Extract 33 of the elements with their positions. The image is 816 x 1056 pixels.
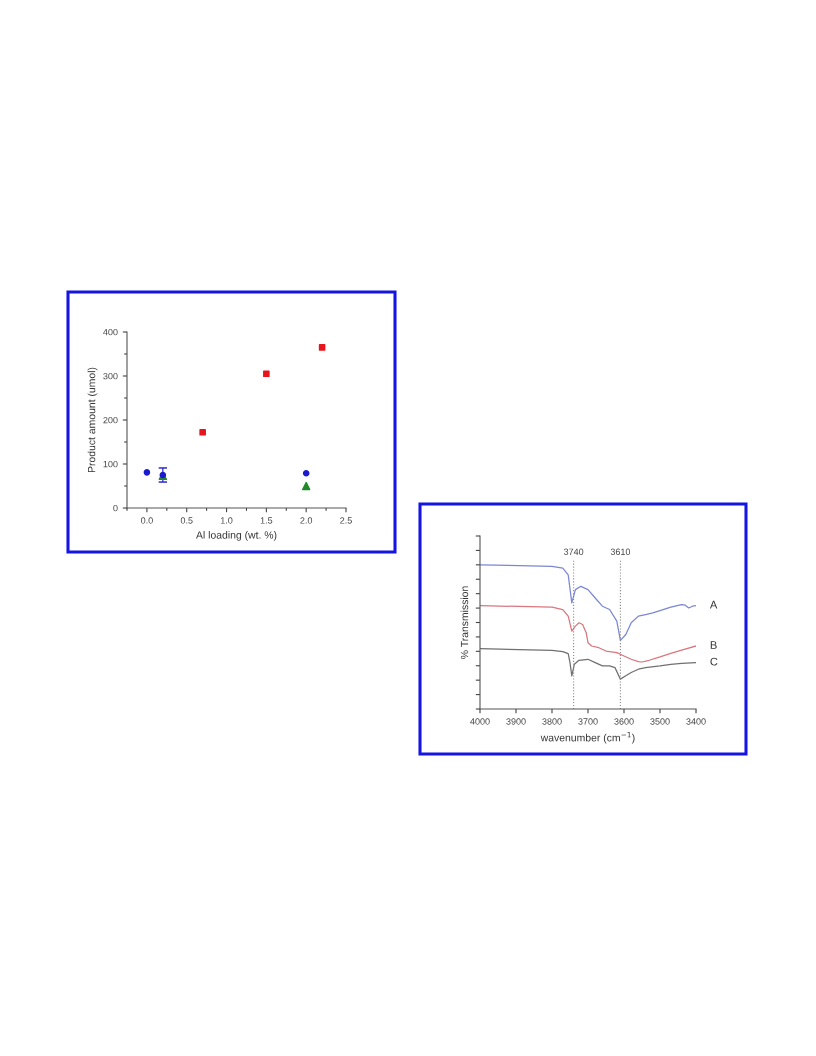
x-axis-title: wavenumber (cm$^{−1}$): [540, 732, 635, 744]
x-tick-label: 2.5: [340, 517, 352, 524]
x-tick-label: 2.0: [300, 517, 313, 524]
x-tick-label: 3400: [686, 718, 706, 725]
x-tick-label: 4000: [470, 718, 490, 725]
series-label: C: [710, 657, 718, 666]
x-tick-label: 3700: [578, 718, 598, 725]
ref-line-label: 3610: [610, 548, 631, 555]
series-label: B: [710, 641, 717, 649]
x-tick-label: 1.5: [260, 517, 273, 524]
y-tick-label: 100: [103, 460, 118, 468]
x-tick-label: 3500: [650, 718, 670, 725]
point: [263, 370, 270, 378]
ref-line-label: 3740: [563, 548, 584, 555]
point: [199, 429, 206, 436]
series-label: A: [709, 600, 718, 609]
x-tick-label: 0.0: [140, 517, 153, 524]
y-tick-label: 200: [103, 416, 118, 424]
x-tick-label: 3600: [614, 718, 634, 725]
x-tick-label: 1.0: [220, 517, 233, 524]
x-axis-title: Al loading (wt. %): [196, 531, 277, 541]
point: [143, 469, 151, 476]
y-tick-label: 0: [113, 504, 118, 512]
y-tick-label: 400: [103, 328, 118, 336]
y-tick-label: 300: [103, 372, 118, 380]
x-tick-label: 3900: [506, 718, 526, 725]
y-axis-title: % Transmission: [460, 586, 469, 659]
y-axis-title: Product amount (umol): [87, 367, 98, 473]
point: [301, 481, 311, 491]
point: [302, 469, 310, 477]
x-tick-label: 3800: [542, 718, 562, 725]
point: [318, 344, 326, 351]
x-tick-label: 0.5: [180, 517, 193, 524]
